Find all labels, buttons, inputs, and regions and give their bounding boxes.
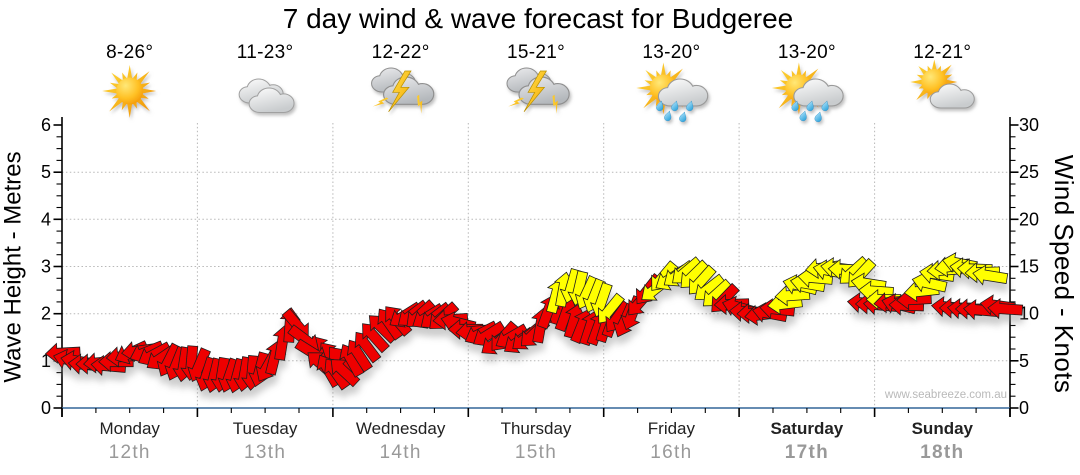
svg-text:Monday: Monday [99, 419, 160, 438]
svg-text:2: 2 [41, 304, 51, 324]
svg-text:10: 10 [1019, 304, 1039, 324]
svg-text:13-20°: 13-20° [778, 42, 836, 63]
svg-text:13-20°: 13-20° [642, 42, 700, 63]
svg-text:www.seabreeze.com.au: www.seabreeze.com.au [884, 389, 1007, 401]
svg-text:Wind Speed - Knots: Wind Speed - Knots [1049, 155, 1079, 393]
svg-text:Friday: Friday [648, 419, 696, 438]
svg-text:13th: 13th [244, 442, 286, 463]
svg-text:18th: 18th [920, 442, 964, 463]
svg-text:30: 30 [1019, 115, 1039, 135]
svg-text:12-21°: 12-21° [913, 42, 971, 63]
svg-text:1: 1 [41, 351, 51, 371]
svg-text:Thursday: Thursday [501, 419, 572, 438]
svg-text:17th: 17th [785, 442, 829, 463]
svg-text:15th: 15th [515, 442, 557, 463]
svg-text:15-21°: 15-21° [507, 42, 565, 63]
svg-text:7 day wind & wave forecast for: 7 day wind & wave forecast for Budgeree [283, 3, 794, 34]
svg-text:8-26°: 8-26° [106, 42, 153, 63]
svg-text:Wednesday: Wednesday [356, 419, 446, 438]
svg-text:Wave Height - Metres: Wave Height - Metres [0, 151, 27, 382]
svg-text:Sunday: Sunday [912, 419, 974, 438]
svg-text:12th: 12th [109, 442, 151, 463]
svg-text:Tuesday: Tuesday [233, 419, 298, 438]
svg-text:0: 0 [1019, 398, 1029, 418]
svg-text:11-23°: 11-23° [237, 42, 294, 63]
svg-text:16th: 16th [650, 442, 692, 463]
svg-text:14th: 14th [380, 442, 422, 463]
svg-text:3: 3 [41, 257, 51, 277]
svg-text:6: 6 [41, 115, 51, 135]
svg-text:Saturday: Saturday [771, 419, 844, 438]
svg-text:0: 0 [41, 398, 51, 418]
svg-text:4: 4 [41, 209, 51, 229]
svg-text:12-22°: 12-22° [372, 42, 430, 63]
svg-text:20: 20 [1019, 209, 1039, 229]
svg-text:5: 5 [1019, 351, 1029, 371]
svg-text:25: 25 [1019, 162, 1039, 182]
svg-text:5: 5 [41, 162, 51, 182]
svg-text:15: 15 [1019, 257, 1039, 277]
